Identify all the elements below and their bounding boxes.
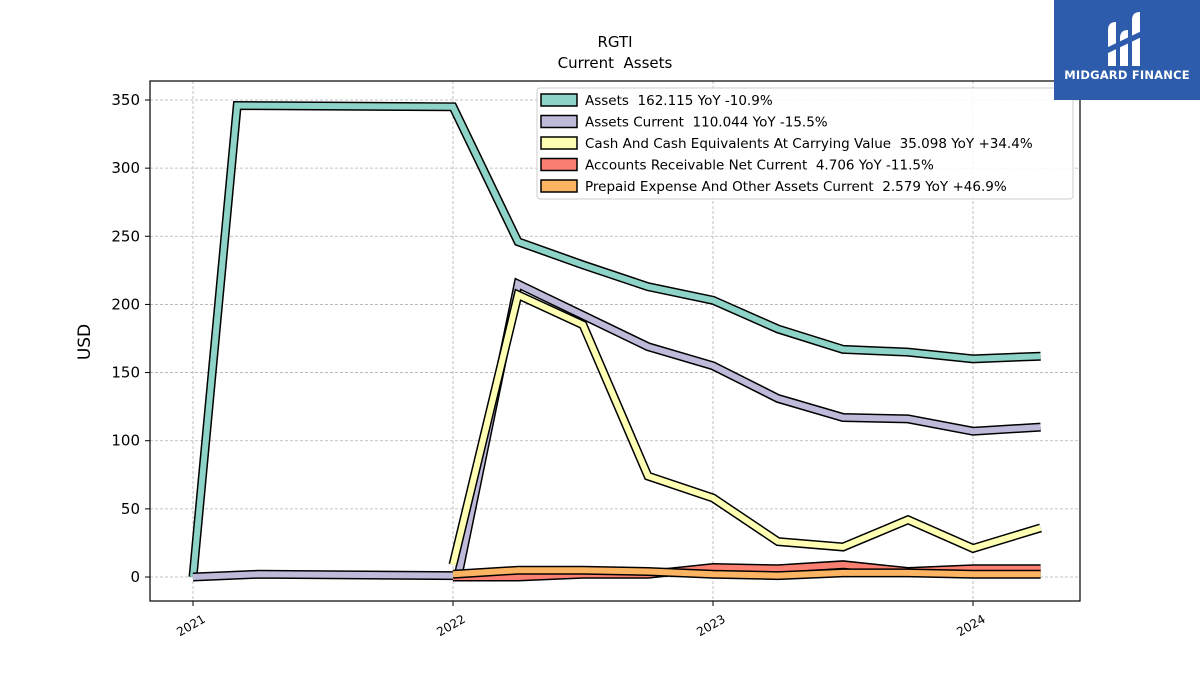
legend-item: Accounts Receivable Net Current 4.706 Yo… [540,157,934,174]
x-tick-label: 2021 [174,612,207,639]
y-tick-label: 100 [111,432,140,450]
legend-item: Assets 162.115 YoY -10.9% [540,93,773,109]
legend-swatch [540,114,578,129]
logo-text: MIDGARD FINANCE [1064,68,1190,82]
series-line [450,290,1042,566]
chart-title: RGTI [597,33,632,51]
series-2 [192,277,1041,582]
series-3 [448,288,1042,566]
series-1 [188,100,1041,578]
y-tick-label: 0 [130,568,140,586]
midgard-logo-icon [1106,12,1148,66]
legend-item: Prepaid Expense And Other Assets Current… [540,179,1007,195]
legend-swatch [540,157,578,172]
y-tick-label: 300 [111,159,140,177]
y-tick-label: 350 [111,91,140,109]
y-tick-label: 250 [111,227,140,245]
legend-item: Assets Current 110.044 YoY -15.5% [540,114,828,131]
legend-swatch [540,179,578,193]
legend-label: Assets Current 110.044 YoY -15.5% [585,115,828,131]
legend-label: Assets 162.115 YoY -10.9% [585,93,773,109]
plot-lines [188,100,1042,582]
x-tick-label: 2023 [694,612,727,639]
series-line [452,567,1041,579]
legend-swatch [540,136,578,150]
legend-box [536,87,1074,200]
midgard-finance-logo: MIDGARD FINANCE [1054,0,1200,100]
y-tick-label: 200 [111,295,140,313]
legend-label: Prepaid Expense And Other Assets Current… [585,179,1007,195]
legend: Assets 162.115 YoY -10.9% Assets Current … [536,87,1074,200]
y-tick-label: 50 [121,500,140,518]
y-axis-label: USD [75,324,95,360]
chart-subtitle: Current Assets [558,54,673,72]
y-tick-label: 150 [111,364,140,382]
series-outline [192,277,1041,582]
x-tick-label: 2024 [954,612,987,639]
x-tick-label: 2022 [434,612,467,639]
series-line [190,102,1041,578]
legend-label: Accounts Receivable Net Current 4.706 Yo… [585,158,934,174]
series-5 [452,565,1041,581]
legend-swatch [540,93,578,107]
plot-frame [149,80,1081,602]
legend-label: Cash And Cash Equivalents At Carrying Va… [585,136,1033,152]
legend-item: Cash And Cash Equivalents At Carrying Va… [540,136,1033,152]
